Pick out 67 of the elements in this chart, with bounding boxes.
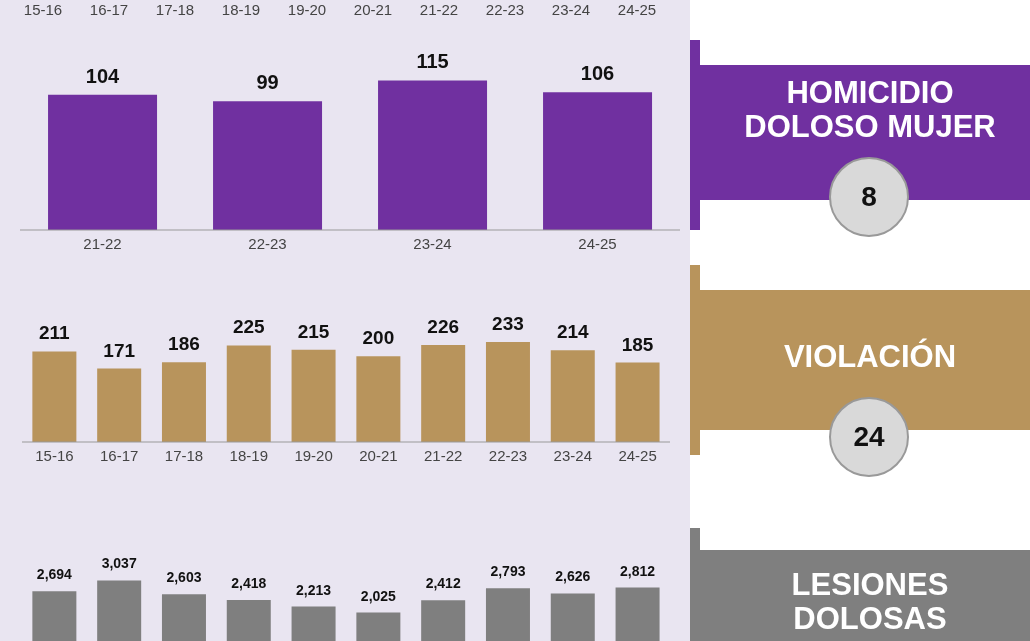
bar: [543, 92, 653, 230]
bar: [615, 362, 660, 442]
data-label: 104: [85, 64, 121, 87]
data-label: 226: [427, 316, 460, 337]
bar: [550, 350, 595, 442]
data-label: 2,694: [36, 566, 73, 583]
category-label: 21-22: [418, 1, 460, 18]
bar: [291, 349, 336, 442]
text: 8: [829, 157, 909, 237]
x-tick-label: 22-23: [488, 446, 528, 464]
category-label: 18-19: [220, 1, 262, 18]
category-label: 20-21: [352, 1, 394, 18]
text: HOMICIDIO DOLOSO MUJER: [743, 75, 997, 144]
bar: [48, 94, 158, 230]
data-label: 2,213: [296, 581, 332, 598]
category-label: 16-17: [88, 1, 130, 18]
x-tick-label: 23-24: [413, 234, 452, 252]
x-tick-label: 21-22: [83, 234, 122, 252]
category-label: 22-23: [484, 1, 526, 18]
data-label: 2,412: [425, 575, 461, 592]
data-label: 115: [416, 50, 449, 73]
category-label: 19-20: [286, 1, 328, 18]
x-tick-label: 16-17: [100, 446, 139, 464]
bar: [32, 351, 77, 442]
x-tick-label: 20-21: [359, 446, 398, 464]
x-tick-label: 15-16: [35, 446, 74, 464]
data-label: 211: [39, 322, 71, 344]
data-label: 215: [297, 320, 330, 342]
text: 24: [829, 397, 909, 477]
data-label: 99: [256, 71, 279, 94]
data-label: 2,603: [166, 569, 202, 586]
bar: [485, 342, 530, 442]
bar: [356, 356, 401, 442]
category-label: 15-16: [22, 1, 64, 18]
data-label: 2,626: [555, 568, 591, 585]
x-tick-label: 21-22: [424, 446, 463, 464]
bar: [421, 345, 466, 442]
bar: [213, 101, 323, 230]
data-label: 3,037: [101, 555, 137, 572]
data-label: 2,025: [360, 587, 397, 604]
text: VIOLACIÓN: [782, 339, 958, 374]
bar: [161, 362, 206, 442]
data-label: 225: [232, 316, 266, 338]
x-tick-label: 24-25: [578, 234, 617, 252]
data-label: 200: [362, 327, 395, 349]
data-label: 2,418: [231, 575, 267, 592]
category-label: 17-18: [154, 1, 196, 18]
x-tick-label: 19-20: [294, 446, 333, 464]
data-label: 2,812: [620, 562, 656, 579]
data-label: 186: [168, 333, 200, 355]
data-label: 106: [580, 62, 615, 85]
bar: [226, 345, 271, 442]
data-label: 214: [556, 321, 590, 343]
data-label: 171: [103, 339, 136, 361]
category-label: 24-25: [616, 1, 658, 18]
bar: [97, 368, 142, 442]
text: LESIONES DOLOSAS: [790, 567, 950, 636]
x-tick-label: 23-24: [553, 446, 592, 464]
data-label: 185: [621, 333, 654, 355]
bar: [378, 80, 488, 230]
data-label: 2,793: [490, 563, 526, 580]
data-label: 233: [492, 313, 524, 334]
x-tick-label: 24-25: [618, 446, 657, 464]
x-tick-label: 18-19: [229, 446, 268, 464]
x-tick-label: 17-18: [164, 446, 204, 464]
x-tick-label: 22-23: [248, 234, 287, 252]
category-label: 23-24: [550, 1, 592, 18]
